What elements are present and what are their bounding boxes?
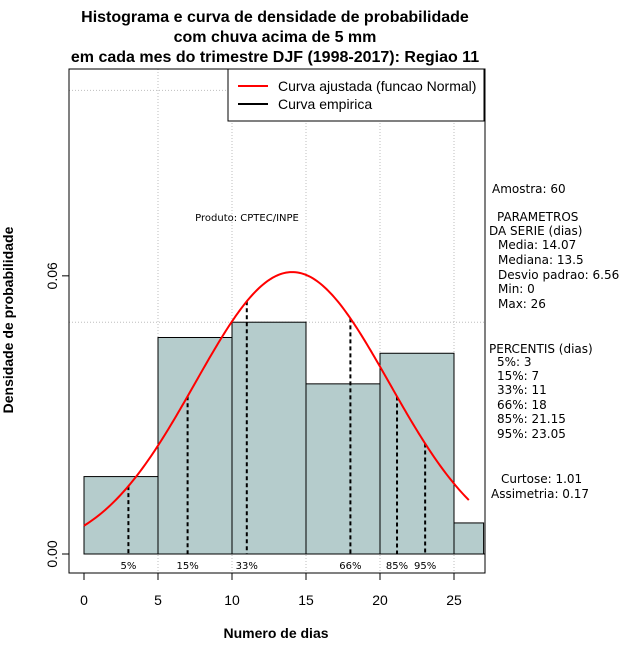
percentil-95: 95%: 23.05	[497, 427, 566, 441]
x-tick-label: 15	[298, 592, 314, 608]
normal-fit-curve	[83, 271, 470, 527]
param-max: Max: 26	[498, 297, 546, 311]
histogram-bar	[453, 522, 485, 555]
x-tick-label: 5	[154, 592, 162, 608]
percentis-title: PERCENTIS (dias)	[489, 342, 593, 356]
percentile-label: 66%	[339, 561, 361, 572]
histogram-bar	[157, 336, 233, 555]
y-tick-label: 0.06	[44, 262, 60, 289]
param-sd: Desvio padrao: 6.56	[498, 268, 619, 282]
chart-title-line-3: em cada mes do trimestre DJF (1998-2017)…	[71, 49, 479, 66]
percentile-label: 33%	[236, 561, 258, 572]
params-title-2: DA SERIE (dias)	[489, 224, 582, 238]
param-median: Mediana: 13.5	[498, 253, 584, 267]
histogram-bar	[379, 352, 455, 555]
percentil-33: 33%: 11	[497, 383, 547, 397]
x-tick-label: 0	[80, 592, 88, 608]
chart-title-line-2: com chuva acima de 5 mm	[174, 29, 377, 46]
legend-empirical-label: Curva empirica	[278, 96, 372, 112]
percentil-66: 66%: 18	[497, 398, 547, 412]
x-axis-title: Numero de dias	[223, 625, 328, 641]
percentil-5: 5%: 3	[497, 355, 532, 369]
y-tick-label: 0.00	[44, 540, 60, 567]
skewness: Assimetria: 0.17	[491, 487, 589, 501]
legend-box	[227, 68, 485, 122]
legend-fit-label: Curva ajustada (funcao Normal)	[278, 78, 476, 94]
x-tick-label: 25	[446, 592, 462, 608]
histogram-bar	[305, 383, 381, 555]
sample-size: Amostra: 60	[492, 182, 566, 196]
histogram-bar	[231, 321, 307, 555]
chart-title-line-1: Histograma e curva de densidade de proba…	[81, 9, 469, 26]
y-axis-title: Densidade de probabilidade	[0, 226, 16, 413]
histogram-bars	[83, 321, 485, 555]
percentile-markers: 5% 15% 33% 66% 85% 95%	[120, 301, 436, 572]
product-label: Produto: CPTEC/INPE	[195, 213, 299, 224]
histogram-bar	[83, 476, 159, 555]
param-mean: Media: 14.07	[498, 238, 576, 252]
percentile-label: 85%	[386, 561, 408, 572]
statistics-panel: Amostra: 60 PARAMETROS DA SERIE (dias) M…	[489, 182, 619, 501]
param-min: Min: 0	[498, 282, 535, 296]
percentile-label: 15%	[176, 561, 198, 572]
legend: Curva ajustada (funcao Normal) Curva emp…	[227, 68, 485, 122]
percentil-85: 85%: 21.15	[497, 412, 566, 426]
kurtosis: Curtose: 1.01	[501, 472, 582, 486]
x-tick-label: 10	[224, 592, 240, 608]
percentile-label: 5%	[120, 561, 136, 572]
percentil-15: 15%: 7	[497, 369, 539, 383]
percentile-label: 95%	[414, 561, 436, 572]
x-tick-label: 20	[372, 592, 388, 608]
params-title-1: PARAMETROS	[497, 210, 578, 224]
